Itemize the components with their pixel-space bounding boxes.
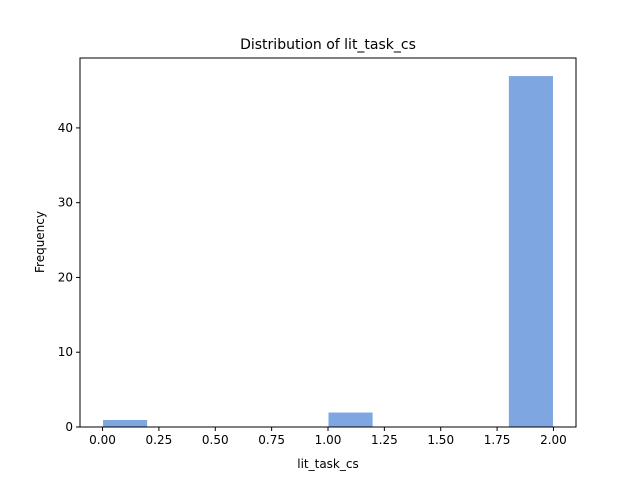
y-tick-label: 40	[58, 121, 73, 135]
x-tick-label: 0.25	[146, 433, 173, 447]
x-tick-label: 0.75	[258, 433, 285, 447]
y-axis-label: Frequency	[33, 211, 47, 273]
x-tick-label: 0.00	[89, 433, 116, 447]
bars-group	[102, 75, 554, 428]
x-tick-label: 0.50	[202, 433, 229, 447]
y-tick-label: 10	[58, 345, 73, 359]
histogram-bar	[102, 419, 149, 428]
y-axis-ticks: 0 10 20 30 40	[58, 121, 80, 434]
x-tick-label: 1.25	[371, 433, 398, 447]
y-tick-label: 0	[65, 420, 73, 434]
x-axis-label: lit_task_cs	[297, 457, 358, 471]
x-tick-label: 2.00	[540, 433, 567, 447]
plot-area-frame	[79, 57, 577, 428]
histogram-bar	[507, 75, 554, 428]
x-tick-label: 1.75	[484, 433, 511, 447]
y-tick-label: 20	[58, 270, 73, 284]
y-tick-label: 30	[58, 196, 73, 210]
x-tick-label: 1.00	[315, 433, 342, 447]
chart-title: Distribution of lit_task_cs	[240, 37, 416, 53]
histogram-bar	[327, 411, 374, 428]
x-tick-label: 1.50	[427, 433, 454, 447]
x-axis-ticks: 0.00 0.25 0.50 0.75 1.00 1.25 1.50 1.75 2.00	[89, 427, 567, 447]
